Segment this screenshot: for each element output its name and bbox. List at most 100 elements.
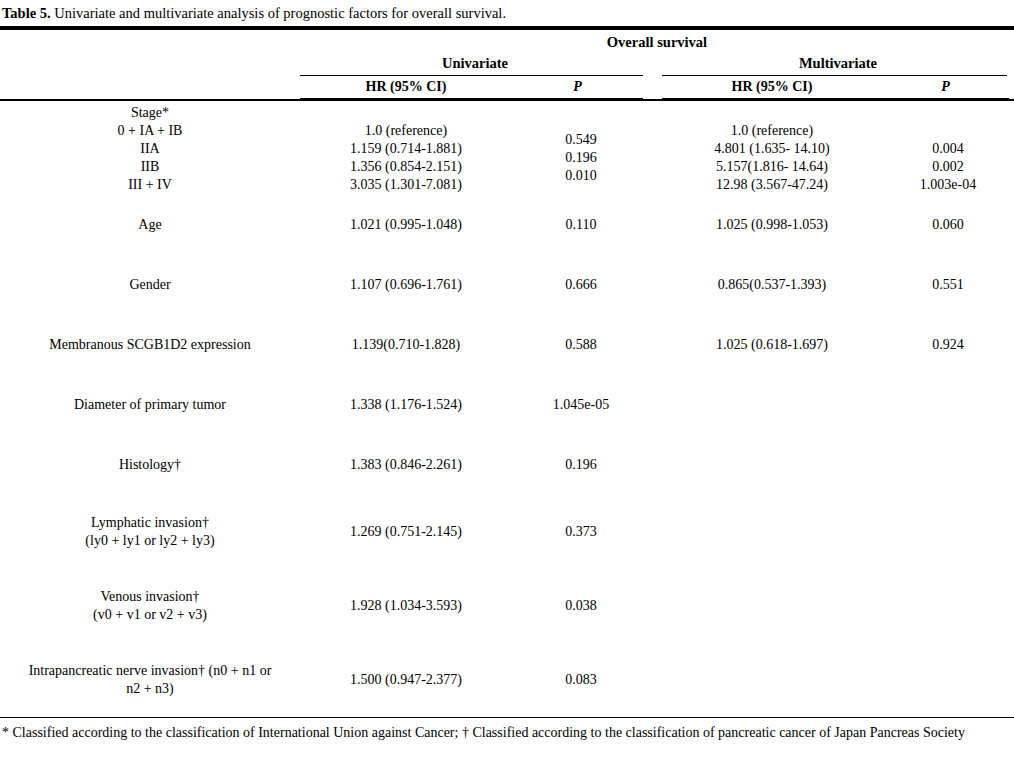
cell-line: 1.003e-04 (882, 176, 1014, 194)
column-header-row: HR (95% CI) P HR (95% CI) P (0, 77, 1014, 99)
cell-line: 1.338 (1.176-1.524) (300, 396, 512, 414)
univariate-p-cell: 1.045e-05 (512, 396, 650, 414)
cell-line: 1.025 (0.618-1.697) (662, 336, 882, 354)
cell-line: Stage* (0, 104, 300, 122)
cell-line: 0.196 (512, 149, 650, 167)
cell-line (662, 104, 882, 122)
table-row: Lymphatic invasion†(ly0 + ly1 or ly2 + l… (0, 495, 1014, 569)
cell-line: Lymphatic invasion† (0, 514, 300, 532)
cell-line: 0.666 (512, 276, 650, 294)
cell-line: IIA (0, 140, 300, 158)
cell-line: 0.038 (512, 597, 650, 615)
table-number: Table 5. (2, 5, 51, 21)
table-row: Gender1.107 (0.696-1.761)0.6660.865(0.53… (0, 255, 1014, 315)
univariate-hr-cell: 1.107 (0.696-1.761) (300, 276, 512, 294)
multivariate-hr-cell: 1.0 (reference)4.801 (1.635- 14.10)5.157… (662, 104, 882, 194)
cell-line: n2 + n3) (0, 680, 300, 698)
overall-survival-row: Overall survival (0, 34, 1014, 51)
header-spacer (0, 77, 300, 99)
multivariate-p-cell: 0.0040.0021.003e-04 (882, 104, 1014, 194)
table-row: Membranous SCGB1D2 expression1.139(0.710… (0, 315, 1014, 375)
cell-line: 12.98 (3.567-47.24) (662, 176, 882, 194)
cell-line: Age (0, 216, 300, 234)
group-header-row: Univariate Multivariate (0, 55, 1014, 76)
factor-cell: Lymphatic invasion†(ly0 + ly1 or ly2 + l… (0, 514, 300, 550)
univariate-group-header: Univariate (300, 55, 650, 76)
univariate-p-cell: 0.588 (512, 336, 650, 354)
univariate-p-cell: 0.196 (512, 456, 650, 474)
multivariate-hr-cell: 1.025 (0.618-1.697) (662, 336, 882, 354)
cell-line: 0.004 (882, 140, 1014, 158)
cell-line: 1.139(0.710-1.828) (300, 336, 512, 354)
overall-survival-header: Overall survival (300, 34, 1014, 51)
cell-line: 0.083 (512, 671, 650, 689)
cell-line: 0.551 (882, 276, 1014, 294)
factor-cell: Histology† (0, 456, 300, 474)
multivariate-columns: HR (95% CI) P (662, 77, 1009, 99)
group-gap (650, 55, 662, 76)
cell-line (300, 104, 512, 122)
table-row: Age1.021 (0.995-1.048)0.1101.025 (0.998-… (0, 195, 1014, 255)
univariate-hr-cell: 1.383 (0.846-2.261) (300, 456, 512, 474)
multivariate-group-header: Multivariate (662, 55, 1014, 76)
univariate-hr-cell: 1.0 (reference)1.159 (0.714-1.881)1.356 … (300, 104, 512, 194)
cell-line: IIB (0, 158, 300, 176)
cell-line: 1.0 (reference) (662, 122, 882, 140)
factor-cell: Intrapancreatic nerve invasion† (n0 + n1… (0, 662, 300, 698)
cell-line: 1.383 (0.846-2.261) (300, 456, 512, 474)
univariate-p-cell: 0.373 (512, 523, 650, 541)
multivariate-hr-cell: 1.025 (0.998-1.053) (662, 216, 882, 234)
multivariate-hr-cell: 0.865(0.537-1.393) (662, 276, 882, 294)
cell-line: 1.159 (0.714-1.881) (300, 140, 512, 158)
univariate-p-cell: 0.666 (512, 276, 650, 294)
multivariate-p-cell: 0.060 (882, 216, 1014, 234)
cell-line: 3.035 (1.301-7.081) (300, 176, 512, 194)
cell-line: 1.269 (0.751-2.145) (300, 523, 512, 541)
cell-line (882, 122, 1014, 140)
cell-line: 0.924 (882, 336, 1014, 354)
cell-line: Venous invasion† (0, 588, 300, 606)
cell-line: Diameter of primary tumor (0, 396, 300, 414)
cell-line: 1.928 (1.034-3.593) (300, 597, 512, 615)
table-row: Diameter of primary tumor1.338 (1.176-1.… (0, 375, 1014, 435)
univariate-hr-cell: 1.338 (1.176-1.524) (300, 396, 512, 414)
univariate-p-cell: 0.5490.1960.010 (512, 104, 650, 185)
table-footnote: * Classified according to the classifica… (0, 718, 1014, 742)
univariate-hr-header: HR (95% CI) (300, 79, 512, 95)
univariate-p-header: P (512, 79, 643, 95)
factor-cell: Age (0, 216, 300, 234)
factor-cell: Venous invasion†(v0 + v1 or v2 + v3) (0, 588, 300, 624)
cell-line: Membranous SCGB1D2 expression (0, 336, 300, 354)
cell-line: (ly0 + ly1 or ly2 + ly3) (0, 532, 300, 550)
univariate-hr-cell: 1.139(0.710-1.828) (300, 336, 512, 354)
factor-cell: Membranous SCGB1D2 expression (0, 336, 300, 354)
table-row: Intrapancreatic nerve invasion† (n0 + n1… (0, 643, 1014, 717)
cell-line: 0.373 (512, 523, 650, 541)
cell-line: III + IV (0, 176, 300, 194)
cell-line: 1.107 (0.696-1.761) (300, 276, 512, 294)
cell-line: 1.025 (0.998-1.053) (662, 216, 882, 234)
table-row: Histology†1.383 (0.846-2.261)0.196 (0, 435, 1014, 495)
header-spacer (0, 55, 300, 76)
paper-table-figure: Table 5. Univariate and multivariate ana… (0, 0, 1014, 742)
cell-line: 0.588 (512, 336, 650, 354)
multivariate-hr-header: HR (95% CI) (662, 79, 882, 95)
cell-line: 0.110 (512, 216, 650, 234)
table-row: Stage*0 + IA + IBIIAIIBIII + IV 1.0 (ref… (0, 101, 1014, 195)
cell-line (882, 104, 1014, 122)
factor-cell: Diameter of primary tumor (0, 396, 300, 414)
cell-line: 0.196 (512, 456, 650, 474)
top-rule (0, 26, 1014, 30)
multivariate-label: Multivariate (662, 55, 1014, 72)
cell-line: 1.0 (reference) (300, 122, 512, 140)
univariate-label: Univariate (300, 55, 650, 72)
multivariate-p-cell: 0.551 (882, 276, 1014, 294)
multivariate-p-cell: 0.924 (882, 336, 1014, 354)
cell-line: 0.060 (882, 216, 1014, 234)
cell-line: 1.356 (0.854-2.151) (300, 158, 512, 176)
table-title: Table 5. Univariate and multivariate ana… (0, 0, 1014, 24)
univariate-hr-cell: 1.928 (1.034-3.593) (300, 597, 512, 615)
cell-line: Intrapancreatic nerve invasion† (n0 + n1… (0, 662, 300, 680)
table-row: Venous invasion†(v0 + v1 or v2 + v3)1.92… (0, 569, 1014, 643)
univariate-p-cell: 0.038 (512, 597, 650, 615)
